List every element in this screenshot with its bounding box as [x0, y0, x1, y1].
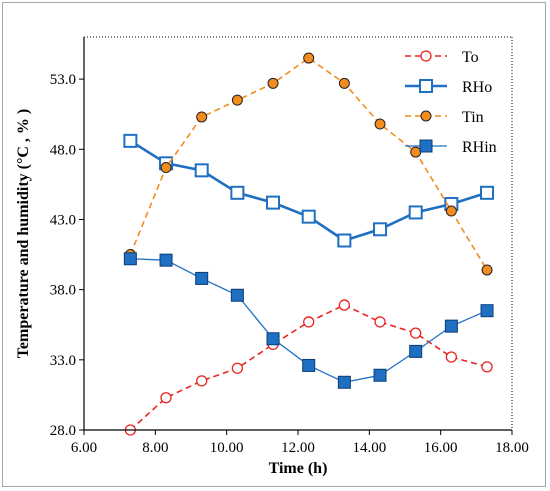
y-tick-label: 38.0 [50, 283, 76, 299]
point-RHin [337, 375, 351, 389]
x-tick-label: 18.00 [495, 440, 529, 456]
point-RHin [444, 319, 458, 333]
axes: 6.00 8.00 10.00 12.00 14.00 16.00 18.00 28.0 33.… [50, 37, 529, 456]
point-RHo [266, 195, 281, 210]
point-RHo [480, 185, 495, 200]
point-Tin [410, 146, 422, 158]
point-Tin [338, 77, 350, 89]
point-RHo [419, 79, 433, 93]
point-RHin [266, 332, 280, 346]
point-RHin [373, 368, 387, 382]
plot-area [84, 36, 513, 430]
series-RHo [123, 133, 495, 248]
series-To [124, 299, 493, 436]
series-layer [123, 52, 495, 436]
point-To [420, 50, 432, 62]
legend-label-RHo: RHo [462, 79, 492, 96]
point-Tin [374, 118, 386, 130]
legend-label-Tin: Tin [462, 109, 484, 126]
point-To [231, 362, 244, 374]
point-Tin [481, 264, 493, 276]
x-tick-label: 10.00 [210, 440, 244, 456]
point-To [338, 299, 351, 311]
point-RHin [302, 358, 316, 372]
point-RHo [230, 185, 245, 200]
point-To [374, 316, 386, 328]
y-tick-label: 43.0 [50, 212, 76, 228]
point-RHin [195, 271, 209, 285]
point-Tin [231, 94, 243, 106]
point-RHin [230, 288, 244, 302]
point-Tin [267, 77, 279, 89]
point-Tin [160, 162, 172, 174]
x-tick-label: 14.00 [352, 440, 386, 456]
point-Tin [196, 111, 208, 123]
legend-label-RHin: RHin [462, 139, 497, 156]
x-tick-label: 16.00 [424, 440, 458, 456]
point-RHin [419, 139, 433, 153]
point-To [410, 327, 422, 339]
point-To [303, 316, 315, 328]
legend-label-To: To [462, 49, 479, 66]
series-line-RHo [129, 139, 488, 242]
point-RHo [373, 222, 388, 237]
point-RHin [159, 253, 173, 267]
point-To [196, 375, 208, 387]
y-tick-label: 33.0 [50, 353, 76, 369]
point-RHo [194, 163, 209, 178]
legend: To RHo Tin RHin [405, 49, 497, 156]
legend-item-RHo: RHo [405, 79, 492, 96]
point-RHin [409, 344, 423, 358]
point-To [481, 361, 493, 373]
point-Tin [303, 52, 315, 64]
point-Tin [420, 110, 432, 122]
x-tick-label: 12.00 [281, 440, 315, 456]
point-To [160, 392, 172, 404]
point-RHo [408, 205, 423, 220]
point-RHin [480, 304, 494, 318]
point-Tin [445, 205, 457, 217]
point-RHo [123, 133, 138, 148]
legend-item-RHin: RHin [405, 139, 497, 156]
series-RHin [123, 252, 494, 389]
point-RHin [123, 252, 137, 266]
x-axis-title: Time (h) [269, 460, 328, 477]
y-tick-label: 48.0 [50, 142, 76, 158]
point-RHo [301, 209, 316, 224]
y-axis-title: Temperature and humidity (°C , % ) [15, 109, 32, 359]
series-line-Tin [129, 57, 488, 271]
y-tick-label: 28.0 [50, 423, 76, 439]
legend-item-To: To [405, 49, 479, 66]
legend-item-Tin: Tin [405, 109, 484, 126]
x-tick-label: 6.00 [71, 440, 97, 456]
point-RHo [337, 233, 352, 248]
y-tick-label: 53.0 [50, 72, 76, 88]
point-To [445, 351, 458, 363]
x-tick-label: 8.00 [142, 440, 168, 456]
